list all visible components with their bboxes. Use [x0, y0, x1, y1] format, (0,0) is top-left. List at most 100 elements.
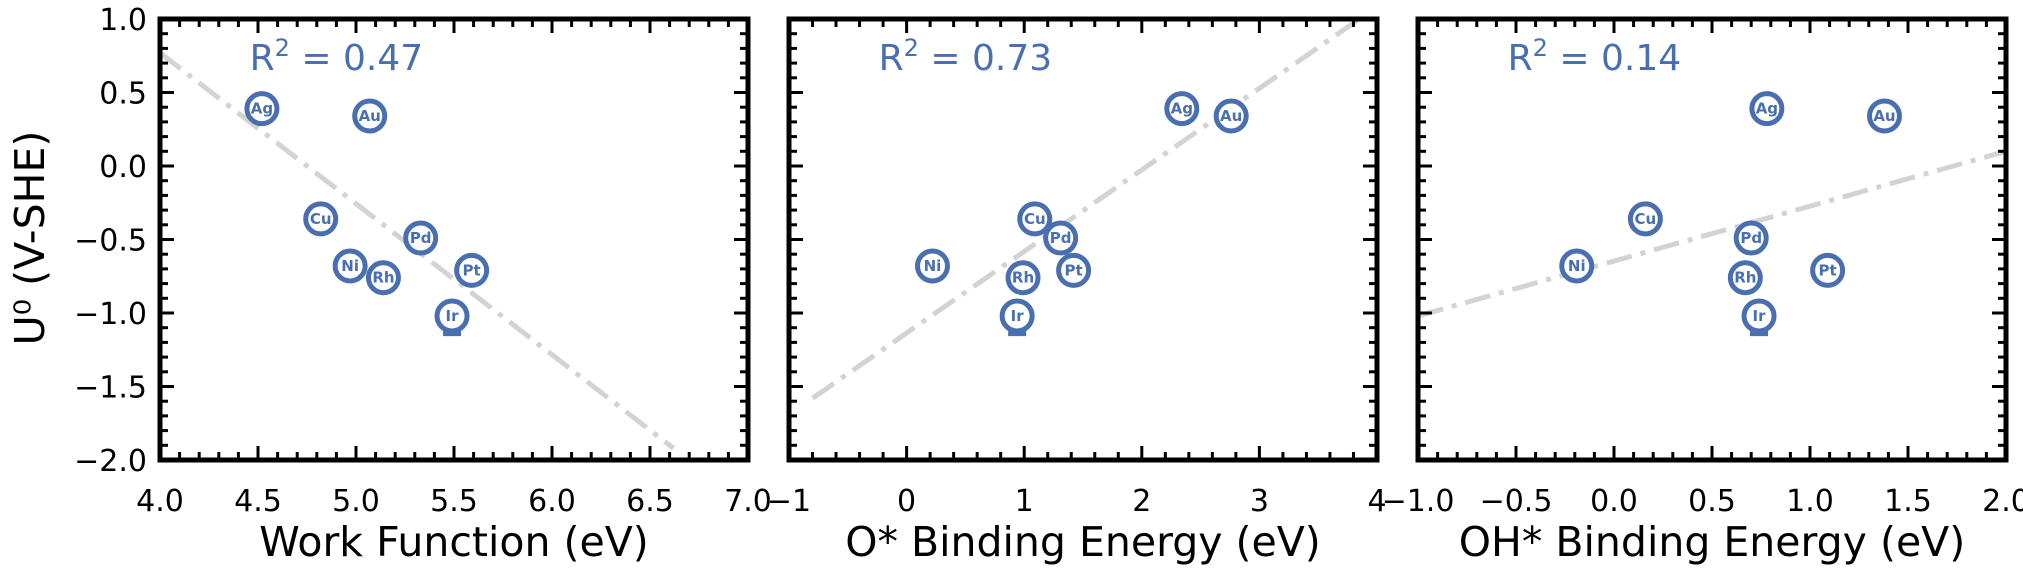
- point-label: Ir: [446, 307, 460, 325]
- r-squared-label: R2 = 0.47: [250, 34, 424, 79]
- data-point-ni: Ni: [914, 248, 950, 284]
- x-tick-label: 2: [1132, 484, 1151, 519]
- point-label: Pt: [463, 261, 481, 279]
- x-tick-label: 4: [1367, 484, 1386, 519]
- point-marker: [434, 298, 470, 334]
- y-tick-label: 1.0: [99, 3, 147, 38]
- fit-line: [811, 19, 1361, 401]
- point-label: Cu: [1024, 210, 1046, 228]
- data-point-ir: Ir: [434, 298, 470, 337]
- data-point-ni: Ni: [1559, 248, 1595, 284]
- x-tick-label: 4.5: [234, 484, 282, 519]
- point-marker: [1733, 220, 1769, 256]
- x-tick-label: 1.5: [1884, 484, 1932, 519]
- panel-1: 4.0 4.5 5.0 5.5 6.0 6.5 7.0 1.0 0.5 0.0 −0.5 −1.0 −1…: [74, 3, 772, 566]
- point-marker: [1043, 220, 1079, 256]
- point-label: Ir: [1753, 307, 1767, 325]
- x-tick-label: 0: [897, 484, 916, 519]
- x-tick-label: 0.0: [1590, 484, 1638, 519]
- tick-marks: [158, 17, 750, 462]
- point-marker: [999, 298, 1035, 334]
- point-label: Ni: [1568, 257, 1586, 275]
- point-marker: [1017, 201, 1053, 237]
- data-point-rh: Rh: [1727, 260, 1763, 296]
- point-marker: [1005, 260, 1041, 296]
- point-label: Ir: [1011, 307, 1025, 325]
- y-axis-label: U⁰ (V-SHE): [6, 131, 54, 346]
- point-label: Pt: [1065, 261, 1083, 279]
- x-tick-label: −0.5: [1480, 484, 1553, 519]
- data-point-au: Au: [1866, 98, 1902, 134]
- x-tick-label: 5.5: [430, 484, 478, 519]
- point-label: Cu: [1635, 210, 1657, 228]
- x-tick-label: 1.0: [1786, 484, 1834, 519]
- point-label: Rh: [372, 269, 394, 287]
- data-point-pd: Pd: [403, 220, 439, 256]
- point-marker: [914, 248, 950, 284]
- data-point-ag: Ag: [1749, 91, 1785, 127]
- point-label: Pt: [1819, 261, 1837, 279]
- x-tick-label: 1: [1015, 484, 1034, 519]
- data-point-pt: Pt: [1056, 252, 1092, 288]
- x-tick-label: 4.0: [136, 484, 184, 519]
- point-label: Pd: [410, 229, 432, 247]
- x-tick-label: −1.0: [1382, 484, 1455, 519]
- point-marker: [454, 252, 490, 288]
- point-marker: [332, 248, 368, 284]
- y-tick-label: −1.5: [74, 371, 147, 406]
- point-label: Ni: [924, 257, 942, 275]
- data-point-cu: Cu: [1627, 201, 1663, 237]
- point-marker: [1810, 252, 1846, 288]
- data-point-au: Au: [352, 98, 388, 134]
- x-tick-label: 6.5: [626, 484, 674, 519]
- fit-line: [1418, 148, 2006, 319]
- r-squared-label: R2 = 0.73: [879, 34, 1053, 79]
- data-point-pd: Pd: [1733, 220, 1769, 256]
- data-point-pt: Pt: [1810, 252, 1846, 288]
- data-point-rh: Rh: [1005, 260, 1041, 296]
- point-marker: [1627, 201, 1663, 237]
- point-marker: [303, 201, 339, 237]
- axes-frame: [1415, 16, 2009, 463]
- point-label: Ag: [1756, 100, 1778, 118]
- point-label: Rh: [1012, 269, 1034, 287]
- point-marker: [365, 260, 401, 296]
- point-label: Au: [1220, 107, 1242, 125]
- panel-3: −1.0 −0.5 0.0 0.5 1.0 1.5 2.0 OH* Binding Energ…: [1382, 16, 2023, 566]
- data-point-pt: Pt: [454, 252, 490, 288]
- y-tick-label: 0.0: [99, 150, 147, 185]
- tick-marks: [1416, 17, 2008, 462]
- data-point-ir: Ir: [1741, 298, 1777, 337]
- point-label: Au: [359, 107, 381, 125]
- x-tick-label: 6.0: [528, 484, 576, 519]
- point-label: Ni: [341, 257, 359, 275]
- point-label: Pd: [1050, 229, 1072, 247]
- point-marker: [352, 98, 388, 134]
- x-axis-label: OH* Binding Energy (eV): [1459, 518, 1965, 566]
- y-tick-label: −1.0: [74, 297, 147, 332]
- tick-marks: [787, 17, 1379, 462]
- point-label: Ag: [1171, 100, 1193, 118]
- data-point-ni: Ni: [332, 248, 368, 284]
- point-label: Rh: [1734, 269, 1756, 287]
- x-tick-label: −1: [767, 484, 811, 519]
- y-tick-label: −0.5: [74, 224, 147, 259]
- data-point-pd: Pd: [1043, 220, 1079, 256]
- data-point-au: Au: [1213, 98, 1249, 134]
- point-marker: [1056, 252, 1092, 288]
- y-tick-label: −2.0: [74, 444, 147, 479]
- point-marker: [1559, 248, 1595, 284]
- point-label: Pd: [1740, 229, 1762, 247]
- data-point-ir: Ir: [999, 298, 1035, 337]
- x-axis-label: Work Function (eV): [259, 518, 649, 566]
- x-tick-label: 2.0: [1982, 484, 2023, 519]
- point-marker: [1749, 91, 1785, 127]
- point-label: Au: [1873, 107, 1895, 125]
- point-marker: [1164, 91, 1200, 127]
- axes-frame: [786, 16, 1380, 463]
- point-marker: [1866, 98, 1902, 134]
- axes-frame: [157, 16, 751, 463]
- point-label: Ag: [251, 100, 273, 118]
- data-point-ag: Ag: [1164, 91, 1200, 127]
